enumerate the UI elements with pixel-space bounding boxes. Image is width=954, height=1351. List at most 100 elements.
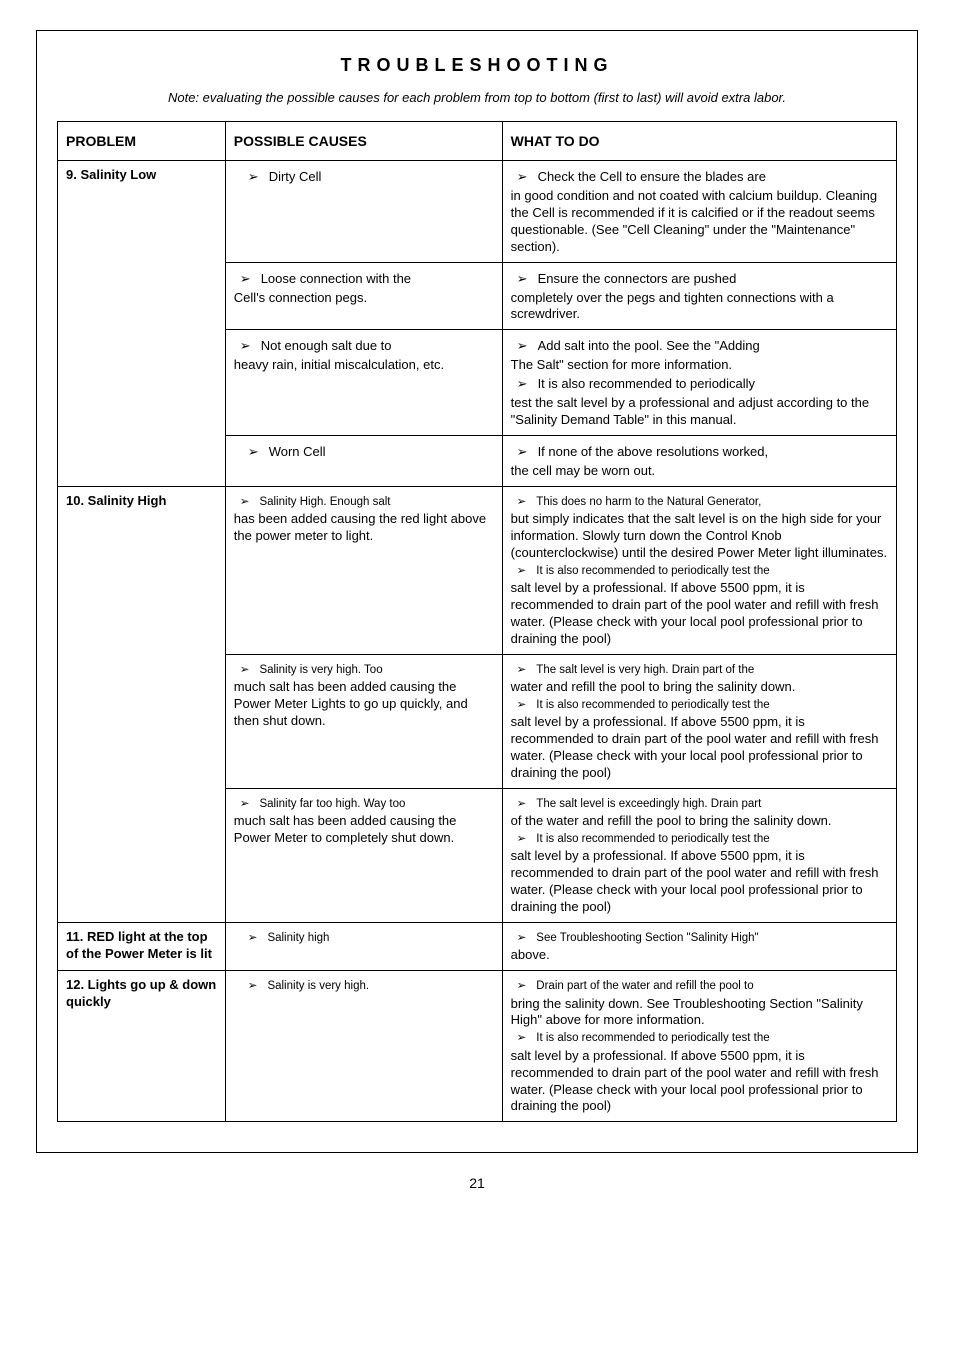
bullet-arrow-icon: ➢ <box>517 698 537 712</box>
what-text: salt level by a professional. If above 5… <box>511 714 888 782</box>
what-text: of the water and refill the pool to brin… <box>511 813 888 830</box>
page-container: TROUBLESHOOTING Note: evaluating the pos… <box>36 30 918 1153</box>
what-text: It is also recommended to periodically <box>538 376 888 393</box>
what-cell: ➢Check the Cell to ensure the blades are… <box>502 161 896 262</box>
cause-text: much salt has been added causing the Pow… <box>234 679 494 730</box>
what-text: The salt level is very high. Drain part … <box>536 663 888 677</box>
page-title: TROUBLESHOOTING <box>57 55 897 76</box>
what-text: Ensure the connectors are pushed <box>538 271 888 288</box>
bullet-arrow-icon: ➢ <box>517 663 537 677</box>
bullet-arrow-icon: ➢ <box>517 169 538 186</box>
what-text: If none of the above resolutions worked, <box>538 444 888 461</box>
bullet-arrow-icon: ➢ <box>517 979 537 993</box>
problem-cell: 10. Salinity High <box>58 486 226 922</box>
table-header-row: PROBLEM POSSIBLE CAUSES WHAT TO DO <box>58 122 897 161</box>
what-cell: ➢See Troubleshooting Section "Salinity H… <box>502 922 896 970</box>
what-text: salt level by a professional. If above 5… <box>511 580 888 648</box>
what-text: the cell may be worn out. <box>511 463 888 480</box>
cause-cell: ➢Salinity High. Enough salt has been add… <box>225 486 502 654</box>
bullet-arrow-icon: ➢ <box>248 444 269 461</box>
what-text: bring the salinity down. See Troubleshoo… <box>511 996 888 1030</box>
bullet-arrow-icon: ➢ <box>517 832 537 846</box>
what-text: Add salt into the pool. See the "Adding <box>538 338 888 355</box>
cause-text: Salinity High. Enough salt <box>259 495 493 509</box>
what-cell: ➢Ensure the connectors are pushed comple… <box>502 262 896 330</box>
what-text: above. <box>511 947 888 964</box>
cause-cell: ➢Worn Cell <box>225 435 502 486</box>
what-text: It is also recommended to periodically t… <box>536 698 888 712</box>
bullet-arrow-icon: ➢ <box>517 1031 537 1045</box>
what-text: but simply indicates that the salt level… <box>511 511 888 562</box>
bullet-arrow-icon: ➢ <box>240 797 260 811</box>
cause-cell: ➢Dirty Cell <box>225 161 502 262</box>
cause-text: heavy rain, initial miscalculation, etc. <box>234 357 494 374</box>
bullet-arrow-icon: ➢ <box>240 338 261 355</box>
bullet-arrow-icon: ➢ <box>248 979 268 993</box>
problem-cell: 12. Lights go up & down quickly <box>58 971 226 1122</box>
bullet-arrow-icon: ➢ <box>517 271 538 288</box>
what-text: See Troubleshooting Section "Salinity Hi… <box>536 931 888 945</box>
table-row: 9. Salinity Low ➢Dirty Cell ➢Check the C… <box>58 161 897 262</box>
bullet-arrow-icon: ➢ <box>517 495 537 509</box>
cause-text: Not enough salt due to <box>261 338 494 355</box>
cause-text: Salinity high <box>267 931 493 945</box>
what-cell: ➢This does no harm to the Natural Genera… <box>502 486 896 654</box>
what-text: test the salt level by a professional an… <box>511 395 888 429</box>
cause-cell: ➢Not enough salt due to heavy rain, init… <box>225 330 502 435</box>
table-row: 12. Lights go up & down quickly ➢Salinit… <box>58 971 897 1122</box>
bullet-arrow-icon: ➢ <box>517 444 538 461</box>
cause-text: Salinity far too high. Way too <box>259 797 493 811</box>
bullet-arrow-icon: ➢ <box>517 338 538 355</box>
what-text: It is also recommended to periodically t… <box>536 1031 888 1045</box>
what-text: The salt level is exceedingly high. Drai… <box>536 797 888 811</box>
what-text: water and refill the pool to bring the s… <box>511 679 888 696</box>
col-header-what: WHAT TO DO <box>502 122 896 161</box>
what-cell: ➢The salt level is exceedingly high. Dra… <box>502 788 896 922</box>
page-number: 21 <box>36 1175 918 1191</box>
cause-text: Loose connection with the <box>261 271 494 288</box>
problem-cell: 9. Salinity Low <box>58 161 226 486</box>
bullet-arrow-icon: ➢ <box>240 663 260 677</box>
what-text: Check the Cell to ensure the blades are <box>538 169 888 186</box>
col-header-causes: POSSIBLE CAUSES <box>225 122 502 161</box>
problem-cell: 11. RED light at the top of the Power Me… <box>58 922 226 970</box>
bullet-arrow-icon: ➢ <box>240 495 260 509</box>
table-row: 11. RED light at the top of the Power Me… <box>58 922 897 970</box>
page-note: Note: evaluating the possible causes for… <box>57 90 897 105</box>
cause-cell: ➢Salinity is very high. <box>225 971 502 1122</box>
what-text: The Salt" section for more information. <box>511 357 888 374</box>
cause-cell: ➢Salinity far too high. Way too much sal… <box>225 788 502 922</box>
cause-text: Cell's connection pegs. <box>234 290 494 307</box>
what-text: This does no harm to the Natural Generat… <box>536 495 888 509</box>
bullet-arrow-icon: ➢ <box>517 931 537 945</box>
troubleshooting-table: PROBLEM POSSIBLE CAUSES WHAT TO DO 9. Sa… <box>57 121 897 1122</box>
bullet-arrow-icon: ➢ <box>248 169 269 186</box>
cause-cell: ➢Loose connection with the Cell's connec… <box>225 262 502 330</box>
cause-cell: ➢Salinity is very high. Too much salt ha… <box>225 654 502 788</box>
what-text: Drain part of the water and refill the p… <box>536 979 888 993</box>
what-cell: ➢If none of the above resolutions worked… <box>502 435 896 486</box>
what-text: It is also recommended to periodically t… <box>536 564 888 578</box>
cause-text: Salinity is very high. <box>267 979 493 993</box>
cause-text: Worn Cell <box>269 444 494 461</box>
table-row: 10. Salinity High ➢Salinity High. Enough… <box>58 486 897 654</box>
bullet-arrow-icon: ➢ <box>517 564 537 578</box>
col-header-problem: PROBLEM <box>58 122 226 161</box>
what-cell: ➢The salt level is very high. Drain part… <box>502 654 896 788</box>
cause-text: has been added causing the red light abo… <box>234 511 494 545</box>
what-cell: ➢Drain part of the water and refill the … <box>502 971 896 1122</box>
what-text: It is also recommended to periodically t… <box>536 832 888 846</box>
what-text: salt level by a professional. If above 5… <box>511 848 888 916</box>
what-text: salt level by a professional. If above 5… <box>511 1048 888 1116</box>
what-text: in good condition and not coated with ca… <box>511 188 888 256</box>
cause-cell: ➢Salinity high <box>225 922 502 970</box>
what-text: completely over the pegs and tighten con… <box>511 290 888 324</box>
cause-text: much salt has been added causing the Pow… <box>234 813 494 847</box>
cause-text: Salinity is very high. Too <box>259 663 493 677</box>
bullet-arrow-icon: ➢ <box>517 797 537 811</box>
cause-text: Dirty Cell <box>269 169 494 186</box>
bullet-arrow-icon: ➢ <box>240 271 261 288</box>
bullet-arrow-icon: ➢ <box>517 376 538 393</box>
bullet-arrow-icon: ➢ <box>248 931 268 945</box>
what-cell: ➢Add salt into the pool. See the "Adding… <box>502 330 896 435</box>
